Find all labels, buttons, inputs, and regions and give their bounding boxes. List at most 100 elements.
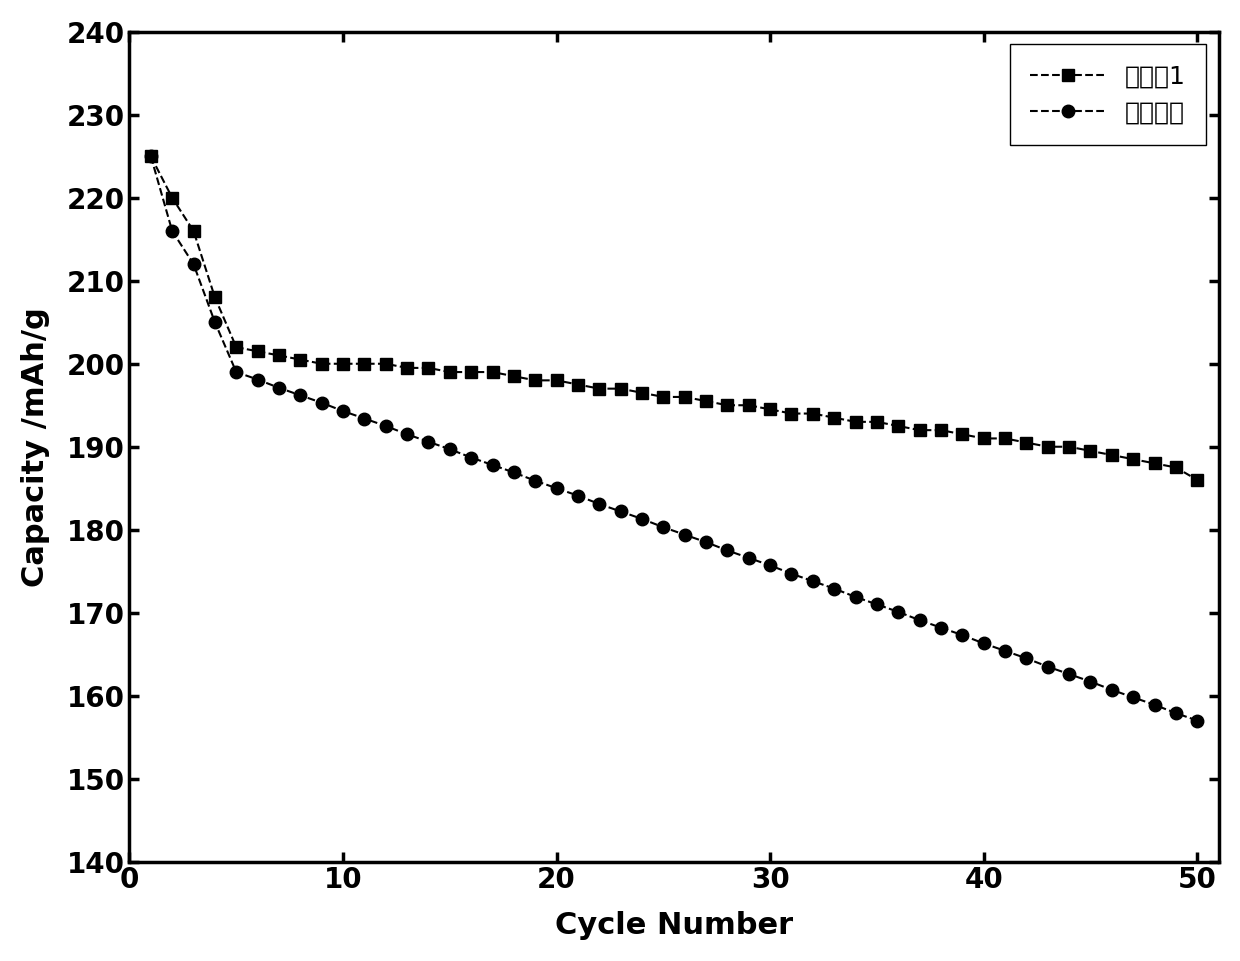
常规材料	[1061, 668, 1076, 679]
实施例1	[229, 341, 244, 353]
常规材料	[720, 545, 735, 556]
常规材料	[1189, 715, 1204, 727]
实施例1	[955, 429, 970, 440]
常规材料	[549, 482, 564, 494]
实施例1	[293, 354, 308, 365]
实施例1	[998, 432, 1013, 444]
实施例1	[591, 382, 606, 394]
实施例1	[378, 358, 393, 370]
常规材料	[742, 553, 756, 564]
实施例1	[869, 416, 884, 428]
常规材料	[506, 467, 521, 479]
实施例1	[635, 387, 650, 399]
常规材料	[1126, 692, 1141, 703]
实施例1	[934, 425, 949, 436]
实施例1	[1147, 457, 1162, 469]
常规材料	[336, 406, 351, 417]
常规材料	[614, 505, 629, 517]
常规材料	[293, 389, 308, 401]
实施例1	[698, 395, 713, 407]
实施例1	[614, 382, 629, 394]
实施例1	[549, 375, 564, 386]
实施例1	[570, 379, 585, 390]
实施例1	[763, 404, 777, 415]
常规材料	[869, 599, 884, 610]
实施例1	[1126, 454, 1141, 465]
实施例1	[528, 375, 543, 386]
实施例1	[336, 358, 351, 370]
实施例1	[848, 416, 863, 428]
常规材料	[378, 420, 393, 431]
常规材料	[890, 606, 905, 618]
常规材料	[165, 225, 180, 236]
实施例1	[422, 362, 436, 374]
实施例1	[1168, 461, 1183, 473]
常规材料	[1168, 707, 1183, 719]
常规材料	[570, 490, 585, 502]
实施例1	[827, 412, 842, 424]
Legend: 实施例1, 常规材料: 实施例1, 常规材料	[1011, 44, 1207, 145]
常规材料	[314, 397, 329, 408]
实施例1	[677, 391, 692, 403]
常规材料	[656, 522, 671, 533]
常规材料	[528, 475, 543, 486]
常规材料	[250, 374, 265, 385]
常规材料	[229, 366, 244, 378]
常规材料	[677, 529, 692, 540]
X-axis label: Cycle Number: Cycle Number	[556, 911, 794, 940]
常规材料	[1019, 653, 1034, 664]
常规材料	[955, 629, 970, 641]
实施例1	[1019, 437, 1034, 449]
Y-axis label: Capacity /mAh/g: Capacity /mAh/g	[21, 307, 50, 586]
实施例1	[506, 370, 521, 382]
常规材料	[591, 498, 606, 509]
常规材料	[934, 622, 949, 633]
实施例1	[207, 291, 222, 303]
Line: 实施例1: 实施例1	[145, 150, 1204, 486]
实施例1	[357, 358, 372, 370]
实施例1	[399, 362, 414, 374]
常规材料	[207, 316, 222, 328]
实施例1	[314, 358, 329, 370]
常规材料	[1147, 699, 1162, 710]
实施例1	[720, 400, 735, 411]
常规材料	[186, 259, 201, 270]
实施例1	[1040, 441, 1055, 453]
常规材料	[443, 443, 458, 455]
常规材料	[272, 382, 286, 394]
常规材料	[464, 452, 479, 463]
常规材料	[698, 536, 713, 548]
实施例1	[890, 420, 905, 431]
实施例1	[1083, 445, 1097, 456]
常规材料	[998, 645, 1013, 656]
实施例1	[656, 391, 671, 403]
实施例1	[443, 366, 458, 378]
常规材料	[1040, 661, 1055, 673]
常规材料	[827, 583, 842, 595]
实施例1	[784, 407, 799, 419]
常规材料	[399, 429, 414, 440]
常规材料	[806, 576, 821, 587]
实施例1	[806, 407, 821, 419]
实施例1	[250, 346, 265, 357]
常规材料	[976, 638, 991, 650]
实施例1	[1189, 474, 1204, 485]
常规材料	[485, 459, 500, 471]
常规材料	[848, 591, 863, 603]
实施例1	[1061, 441, 1076, 453]
实施例1	[485, 366, 500, 378]
常规材料	[784, 568, 799, 579]
实施例1	[464, 366, 479, 378]
Line: 常规材料: 常规材料	[145, 150, 1204, 727]
常规材料	[357, 413, 372, 425]
常规材料	[1083, 676, 1097, 687]
实施例1	[913, 425, 928, 436]
常规材料	[1105, 684, 1120, 696]
实施例1	[144, 151, 159, 162]
实施例1	[272, 350, 286, 361]
实施例1	[976, 432, 991, 444]
常规材料	[422, 436, 436, 448]
常规材料	[763, 559, 777, 571]
实施例1	[186, 225, 201, 236]
常规材料	[144, 151, 159, 162]
